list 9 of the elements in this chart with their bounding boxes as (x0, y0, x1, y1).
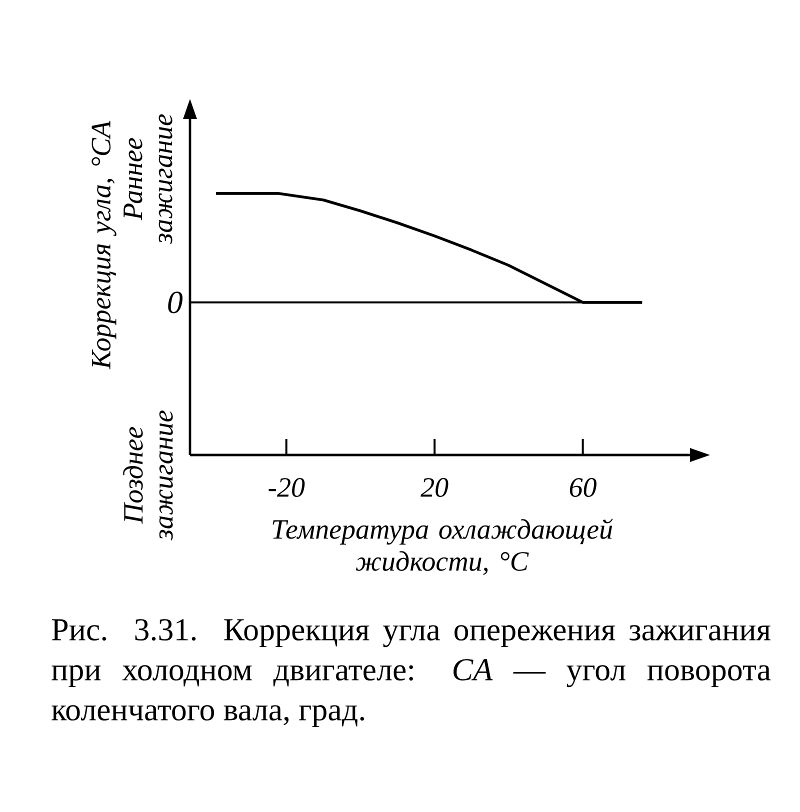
x-tick-label: 20 (420, 478, 448, 497)
text: Позднее зажигание (123, 410, 173, 540)
text: Рис. 3.31. Коррекция угла опережения зажигания при холодном двигателе: CA — угол поворота коленчатого вала, град. (52, 619, 771, 728)
x-tick-label: -20 (268, 478, 305, 497)
text: Раннее зажигание (124, 114, 172, 244)
x-axis-title: Температура охлаждающей жидкости, °C (272, 518, 613, 575)
y-axis-title: Коррекция угла, °CA (92, 120, 116, 370)
x-tick-label: 60 (570, 478, 596, 497)
ref-line-label: 0 (168, 292, 183, 314)
